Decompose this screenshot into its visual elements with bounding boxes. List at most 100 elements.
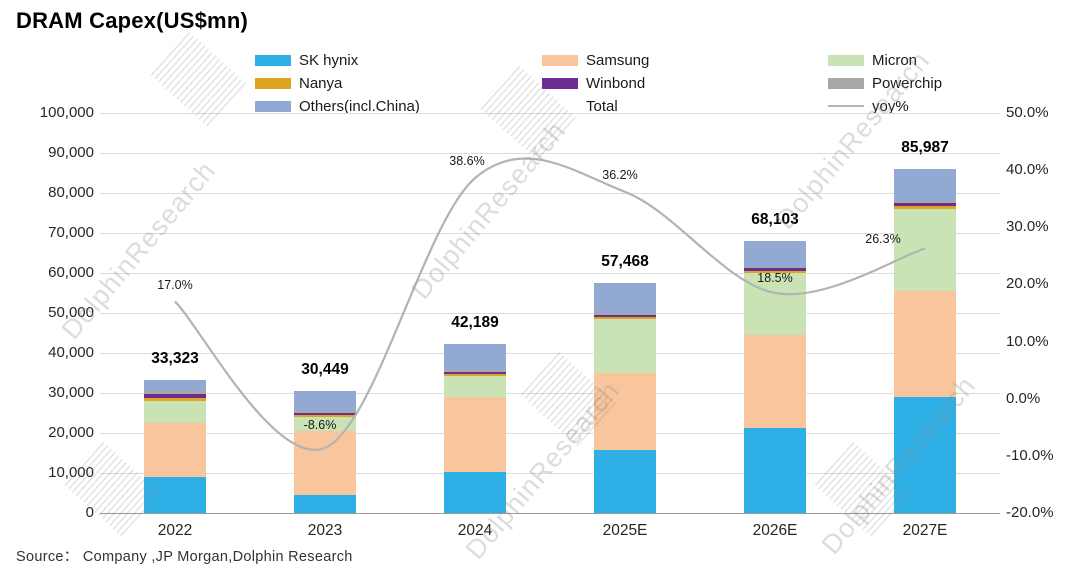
bar-segment-winbond xyxy=(594,314,656,317)
y-axis-tick-right: 30.0% xyxy=(1006,218,1049,236)
y-axis-tick-right: 40.0% xyxy=(1006,161,1049,179)
bar-segment-samsung xyxy=(594,373,656,451)
legend-item-micron: Micron xyxy=(828,50,917,70)
yoy-value-label: 38.6% xyxy=(449,154,485,169)
bar-segment-powerchip xyxy=(744,266,806,269)
grid-line xyxy=(100,313,1000,314)
watermark-hatch xyxy=(147,29,247,127)
total-value-label: 57,468 xyxy=(601,253,649,271)
grid-line xyxy=(100,473,1000,474)
bar-segment-sk-hynix xyxy=(444,471,506,513)
y-axis-tick-left: 50,000 xyxy=(48,304,94,321)
legend-marker-powerchip xyxy=(828,77,864,89)
bar-segment-winbond xyxy=(294,412,356,415)
y-axis-tick-left: 100,000 xyxy=(39,104,94,121)
yoy-value-label: -8.6% xyxy=(303,417,337,432)
legend-item-others-incl-china: Others(incl.China) xyxy=(255,96,420,116)
total-value-label: 68,103 xyxy=(751,210,799,228)
bar-segment-powerchip xyxy=(444,370,506,372)
bar-segment-sk-hynix xyxy=(294,495,356,513)
grid-line xyxy=(100,353,1000,354)
bar-segment-samsung xyxy=(144,423,206,477)
bar-segment-powerchip xyxy=(144,391,206,395)
bar-segment-samsung xyxy=(894,291,956,397)
bar-segment-samsung xyxy=(294,431,356,495)
yoy-value-label: 17.0% xyxy=(157,277,193,292)
bar-segment-nanya xyxy=(144,397,206,401)
bar-segment-others-incl-china xyxy=(594,283,656,313)
legend-marker-yoy xyxy=(828,105,864,107)
x-axis-label: 2025E xyxy=(602,522,648,539)
yoy-value-label: 26.3% xyxy=(865,232,901,247)
bar-segment-samsung xyxy=(444,397,506,472)
bar-segment-micron xyxy=(144,401,206,423)
y-axis-tick-right: -10.0% xyxy=(1006,446,1054,464)
x-axis-label: 2022 xyxy=(157,522,193,539)
legend-label-sk-hynix: SK hynix xyxy=(299,51,359,69)
yoy-value-label: 36.2% xyxy=(602,167,638,182)
legend-label-total: Total xyxy=(586,97,618,115)
legend-label-winbond: Winbond xyxy=(586,74,646,92)
legend-label-nanya: Nanya xyxy=(299,74,343,92)
legend-item-winbond: Winbond xyxy=(542,73,645,93)
y-axis-tick-left: 80,000 xyxy=(48,184,94,201)
bar-segment-nanya xyxy=(594,316,656,319)
bar-segment-others-incl-china xyxy=(294,391,356,411)
x-axis-label: 2024 xyxy=(457,522,493,539)
x-axis-label: 2023 xyxy=(307,522,343,539)
grid-line xyxy=(100,393,1000,394)
y-axis-tick-left: 20,000 xyxy=(48,424,94,441)
legend-item-total: Total xyxy=(542,96,618,116)
bar-segment-powerchip xyxy=(894,201,956,203)
legend-item-powerchip: Powerchip xyxy=(828,73,942,93)
y-axis-tick-right: 10.0% xyxy=(1006,332,1049,350)
legend-label-powerchip: Powerchip xyxy=(872,74,943,92)
grid-line xyxy=(100,153,1000,154)
total-value-label: 30,449 xyxy=(301,361,349,379)
chart-title: DRAM Capex(US$mn) xyxy=(16,8,248,33)
bar-segment-powerchip xyxy=(594,313,656,315)
legend-marker-micron xyxy=(828,54,864,66)
total-value-label: 85,987 xyxy=(901,139,949,157)
bar-segment-powerchip xyxy=(294,410,356,413)
legend-label-micron: Micron xyxy=(872,51,918,69)
y-axis-tick-right: 20.0% xyxy=(1006,275,1049,293)
total-value-label: 42,189 xyxy=(451,314,499,332)
bar-segment-micron xyxy=(894,209,956,291)
bar-segment-others-incl-china xyxy=(744,240,806,267)
legend-label-others-incl-china: Others(incl.China) xyxy=(299,97,420,115)
y-axis-tick-left: 30,000 xyxy=(48,384,94,401)
legend-item-samsung: Samsung xyxy=(542,50,649,70)
bar-segment-sk-hynix xyxy=(894,397,956,513)
y-axis-tick-left: 10,000 xyxy=(48,464,94,481)
legend-marker-others-incl-china xyxy=(255,100,291,112)
y-axis-tick-right: -20.0% xyxy=(1006,504,1054,521)
bar-segment-micron xyxy=(444,376,506,397)
grid-line xyxy=(100,513,1000,514)
y-axis-tick-left: 90,000 xyxy=(48,144,94,161)
legend-marker-sk-hynix xyxy=(255,54,291,66)
grid-line xyxy=(100,273,1000,274)
source-note: Source： Company ,JP Morgan,Dolphin Resea… xyxy=(16,549,353,565)
y-axis-tick-right: 0.0% xyxy=(1006,389,1041,407)
y-axis-tick-left: 60,000 xyxy=(48,264,94,281)
yoy-line xyxy=(174,157,926,451)
grid-line xyxy=(100,193,1000,194)
bar-segment-sk-hynix xyxy=(144,477,206,513)
x-axis-label: 2026E xyxy=(752,522,798,539)
legend-marker-winbond xyxy=(542,77,578,89)
legend-item-nanya: Nanya xyxy=(255,73,342,93)
legend-item-sk-hynix: SK hynix xyxy=(255,50,358,70)
yoy-value-label: 18.5% xyxy=(757,271,793,285)
y-axis-tick-left: 0 xyxy=(85,504,94,521)
legend-marker-nanya xyxy=(255,77,291,89)
legend-marker-total xyxy=(542,101,578,112)
bar-segment-micron xyxy=(594,319,656,373)
bar-segment-samsung xyxy=(744,335,806,428)
bar-segment-nanya xyxy=(894,206,956,209)
legend-marker-samsung xyxy=(542,54,578,66)
bar-segment-nanya xyxy=(444,374,506,377)
bar-segment-nanya xyxy=(294,414,356,417)
bar-segment-winbond xyxy=(894,203,956,207)
